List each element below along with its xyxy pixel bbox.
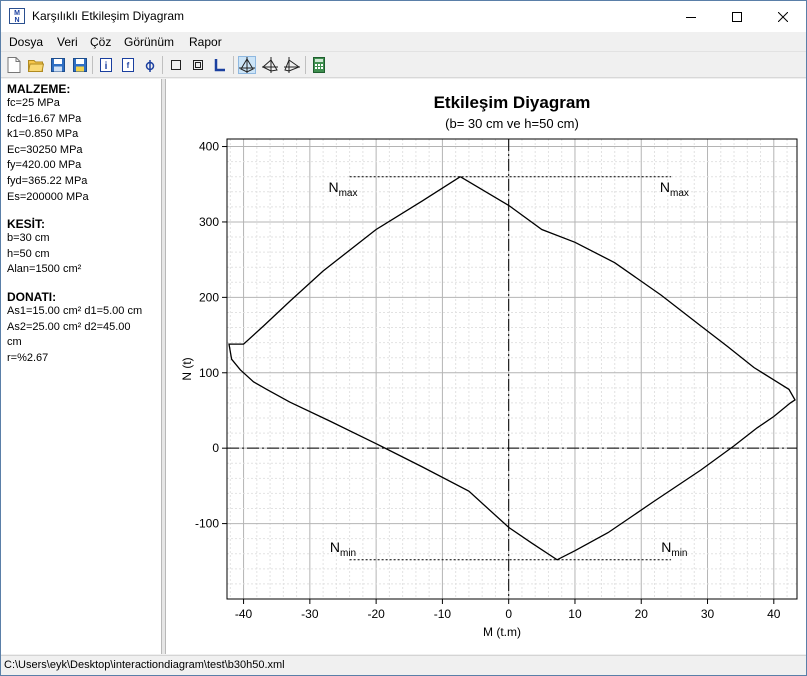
y-tick-label: 200 <box>199 290 219 304</box>
section-heading: KESİT: <box>7 217 46 232</box>
rebar-heading: DONATI: <box>7 289 57 304</box>
menu-rapor[interactable]: Rapor <box>189 35 222 49</box>
section-line: b=30 cm <box>7 232 50 245</box>
annotation-label: Nmin <box>330 539 356 559</box>
save-as-button[interactable] <box>71 56 89 74</box>
close-icon <box>778 11 788 22</box>
plot-frame <box>226 138 798 600</box>
l-section-button[interactable] <box>211 56 229 74</box>
rebar-line: cm <box>7 336 22 349</box>
material-line: Ec=30250 MPa <box>7 143 83 156</box>
save-as-icon <box>73 58 87 72</box>
save-button[interactable] <box>49 56 67 74</box>
diagram-n-button[interactable] <box>238 56 256 74</box>
section-line: h=50 cm <box>7 247 50 260</box>
rebar-line: As1=15.00 cm² d1=5.00 cm <box>7 304 143 317</box>
fc-icon: f <box>122 58 134 72</box>
y-axis-label: N (t) <box>180 357 194 380</box>
x-tick-label: 30 <box>701 607 715 621</box>
menu-veri[interactable]: Veri <box>57 35 78 49</box>
info-button[interactable]: i <box>97 56 115 74</box>
chart-subtitle: (b= 30 cm ve h=50 cm) <box>445 116 579 131</box>
annotation-label: Nmax <box>328 179 357 199</box>
y-tick-label: 100 <box>199 366 219 380</box>
material-line: fcd=16.67 MPa <box>7 112 82 125</box>
box-section-icon <box>193 60 203 70</box>
new-file-icon <box>7 57 21 73</box>
x-axis-label: M (t.m) <box>483 625 521 639</box>
window-title: Karşılıklı Etkileşim Diyagram <box>32 9 185 23</box>
info-icon: i <box>100 58 112 72</box>
diagram-right-button[interactable] <box>283 56 301 74</box>
toolbar-separator <box>92 56 93 74</box>
open-folder-icon <box>28 60 44 72</box>
toolbar-separator <box>233 56 234 74</box>
rebar-line: As2=25.00 cm² d2=45.00 <box>7 320 131 333</box>
toolbar-separator <box>162 56 163 74</box>
fc-button[interactable]: f <box>119 56 137 74</box>
panel-splitter[interactable] <box>161 79 166 654</box>
open-button[interactable] <box>27 56 45 74</box>
phi-icon <box>145 60 155 72</box>
x-tick-label: -40 <box>235 607 253 621</box>
material-line: fc=25 MPa <box>7 97 60 109</box>
section-line: Alan=1500 cm² <box>7 263 82 276</box>
rectangle-section-icon <box>171 60 181 70</box>
file-path: C:\Users\eyk\Desktop\interactiondiagram\… <box>4 659 285 671</box>
minimize-button[interactable] <box>668 1 714 32</box>
y-tick-label: 0 <box>212 441 219 455</box>
rectangle-section-button[interactable] <box>167 56 185 74</box>
material-line: Es=200000 MPa <box>7 190 89 203</box>
annotation-label: Nmin <box>661 539 687 559</box>
material-line: fy=420.00 MPa <box>7 159 82 172</box>
diagram-left-button[interactable] <box>261 56 279 74</box>
minimize-icon <box>686 16 696 18</box>
diagram-n-icon <box>239 57 255 73</box>
x-tick-label: 40 <box>767 607 781 621</box>
annotation-label: Nmax <box>660 179 689 199</box>
maximize-button[interactable] <box>714 1 760 32</box>
x-tick-label: -20 <box>367 607 385 621</box>
close-button[interactable] <box>760 1 806 32</box>
chart-area: Etkileşim Diyagram (b= 30 cm ve h=50 cm) -… <box>166 79 806 654</box>
calculator-icon <box>313 57 325 73</box>
x-tick-label: -30 <box>301 607 319 621</box>
x-tick-label: 0 <box>505 607 512 621</box>
menu-coz[interactable]: Çöz <box>90 35 112 49</box>
save-icon <box>51 58 65 72</box>
x-tick-label: 10 <box>568 607 582 621</box>
diagram-right-icon <box>284 57 300 73</box>
maximize-icon <box>732 11 742 22</box>
svg-text:i: i <box>105 61 108 72</box>
x-tick-label: 20 <box>635 607 649 621</box>
phi-button[interactable] <box>141 56 159 74</box>
material-line: fyd=365.22 MPa <box>7 174 88 187</box>
diagram-left-icon <box>262 57 278 73</box>
menu-gorunum[interactable]: Görünüm <box>124 35 175 49</box>
interaction-curve <box>228 176 796 561</box>
status-bar: C:\Users\eyk\Desktop\interactiondiagram\… <box>1 655 806 675</box>
y-tick-label: -100 <box>195 517 219 531</box>
l-section-icon <box>214 59 225 72</box>
properties-panel: MALZEME: fc=25 MPa fcd=16.67 MPa k1=0.85… <box>1 79 161 654</box>
toolbar-separator <box>305 56 306 74</box>
new-file-button[interactable] <box>5 56 23 74</box>
calculator-button[interactable] <box>310 56 328 74</box>
x-tick-label: -10 <box>434 607 452 621</box>
toolbar: i f <box>1 53 806 78</box>
box-section-button[interactable] <box>189 56 207 74</box>
menu-bar: Dosya Veri Çöz Görünüm Rapor <box>1 33 806 52</box>
y-tick-label: 300 <box>199 215 219 229</box>
material-heading: MALZEME: <box>7 82 71 96</box>
svg-text:f: f <box>127 61 130 70</box>
rebar-line: r=%2.67 <box>7 351 49 364</box>
menu-dosya[interactable]: Dosya <box>9 35 44 49</box>
y-tick-label: 400 <box>199 140 219 154</box>
chart-title: Etkileşim Diyagram <box>434 93 591 112</box>
material-line: k1=0.850 MPa <box>7 128 79 141</box>
interaction-diagram-chart: Etkileşim Diyagram (b= 30 cm ve h=50 cm) -… <box>180 93 798 639</box>
